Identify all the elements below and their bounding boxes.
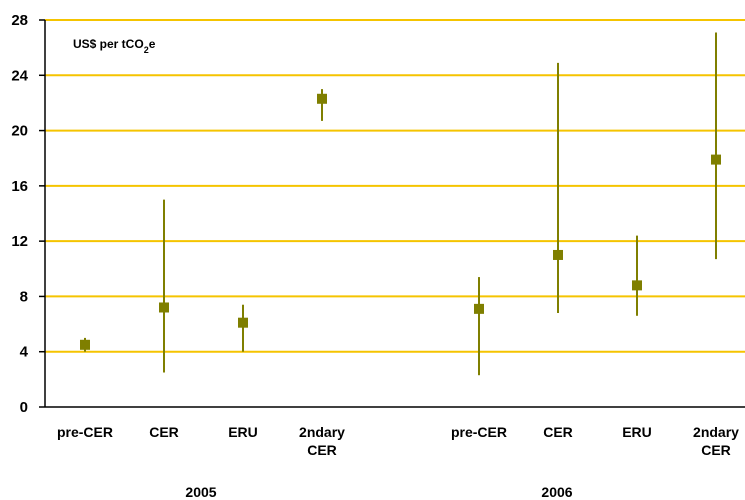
y-tick-label: 16: [11, 178, 28, 195]
category-label-line: ERU: [228, 424, 258, 440]
average-price-marker: [317, 93, 327, 104]
y-tick-label: 12: [11, 233, 28, 250]
category-label-line: CER: [149, 424, 179, 440]
y-tick-label: 4: [20, 344, 29, 361]
category-label-line: ERU: [622, 424, 652, 440]
category-labels: pre-CER CER ERU 2ndary CER pre-CER CER ERU 2ndar…: [57, 424, 739, 458]
average-price-marker: [632, 280, 642, 291]
average-price-marker: [474, 303, 484, 314]
category-label-line: 2ndary: [299, 424, 345, 440]
average-price-marker: [711, 154, 721, 165]
gridlines: [45, 19, 745, 353]
y-tick-label: 0: [20, 399, 28, 416]
y-axis-unit-label: US$ per tCO2e: [73, 37, 156, 55]
category-label-line: pre-CER: [57, 424, 113, 440]
category-label-line: pre-CER: [451, 424, 507, 440]
y-tick-label: 24: [11, 67, 28, 84]
category-label: CER: [543, 424, 573, 440]
category-label-line: CER: [701, 442, 731, 458]
category-label: 2ndary CER: [693, 424, 739, 458]
group-labels: 2005 2006: [185, 484, 572, 500]
average-price-marker: [159, 302, 169, 313]
category-label: ERU: [622, 424, 652, 440]
category-label: 2ndary CER: [299, 424, 345, 458]
category-label-line: 2ndary: [693, 424, 739, 440]
data-marks: [80, 32, 721, 376]
category-label-line: CER: [543, 424, 573, 440]
axes: [39, 19, 745, 408]
category-label: pre-CER: [57, 424, 113, 440]
category-label: CER: [149, 424, 179, 440]
category-label: pre-CER: [451, 424, 507, 440]
category-label-line: CER: [307, 442, 337, 458]
average-price-marker: [238, 317, 248, 328]
category-label: ERU: [228, 424, 258, 440]
y-tick-label: 28: [11, 12, 28, 29]
group-label-2006: 2006: [541, 484, 572, 500]
y-tick-label: 20: [11, 123, 28, 140]
average-price-marker: [553, 249, 563, 260]
average-price-marker: [80, 339, 90, 350]
group-label-2005: 2005: [185, 484, 216, 500]
y-tick-label: 8: [20, 288, 28, 305]
y-tick-labels: 0 4 8 12 16 20 24 28: [11, 12, 28, 416]
